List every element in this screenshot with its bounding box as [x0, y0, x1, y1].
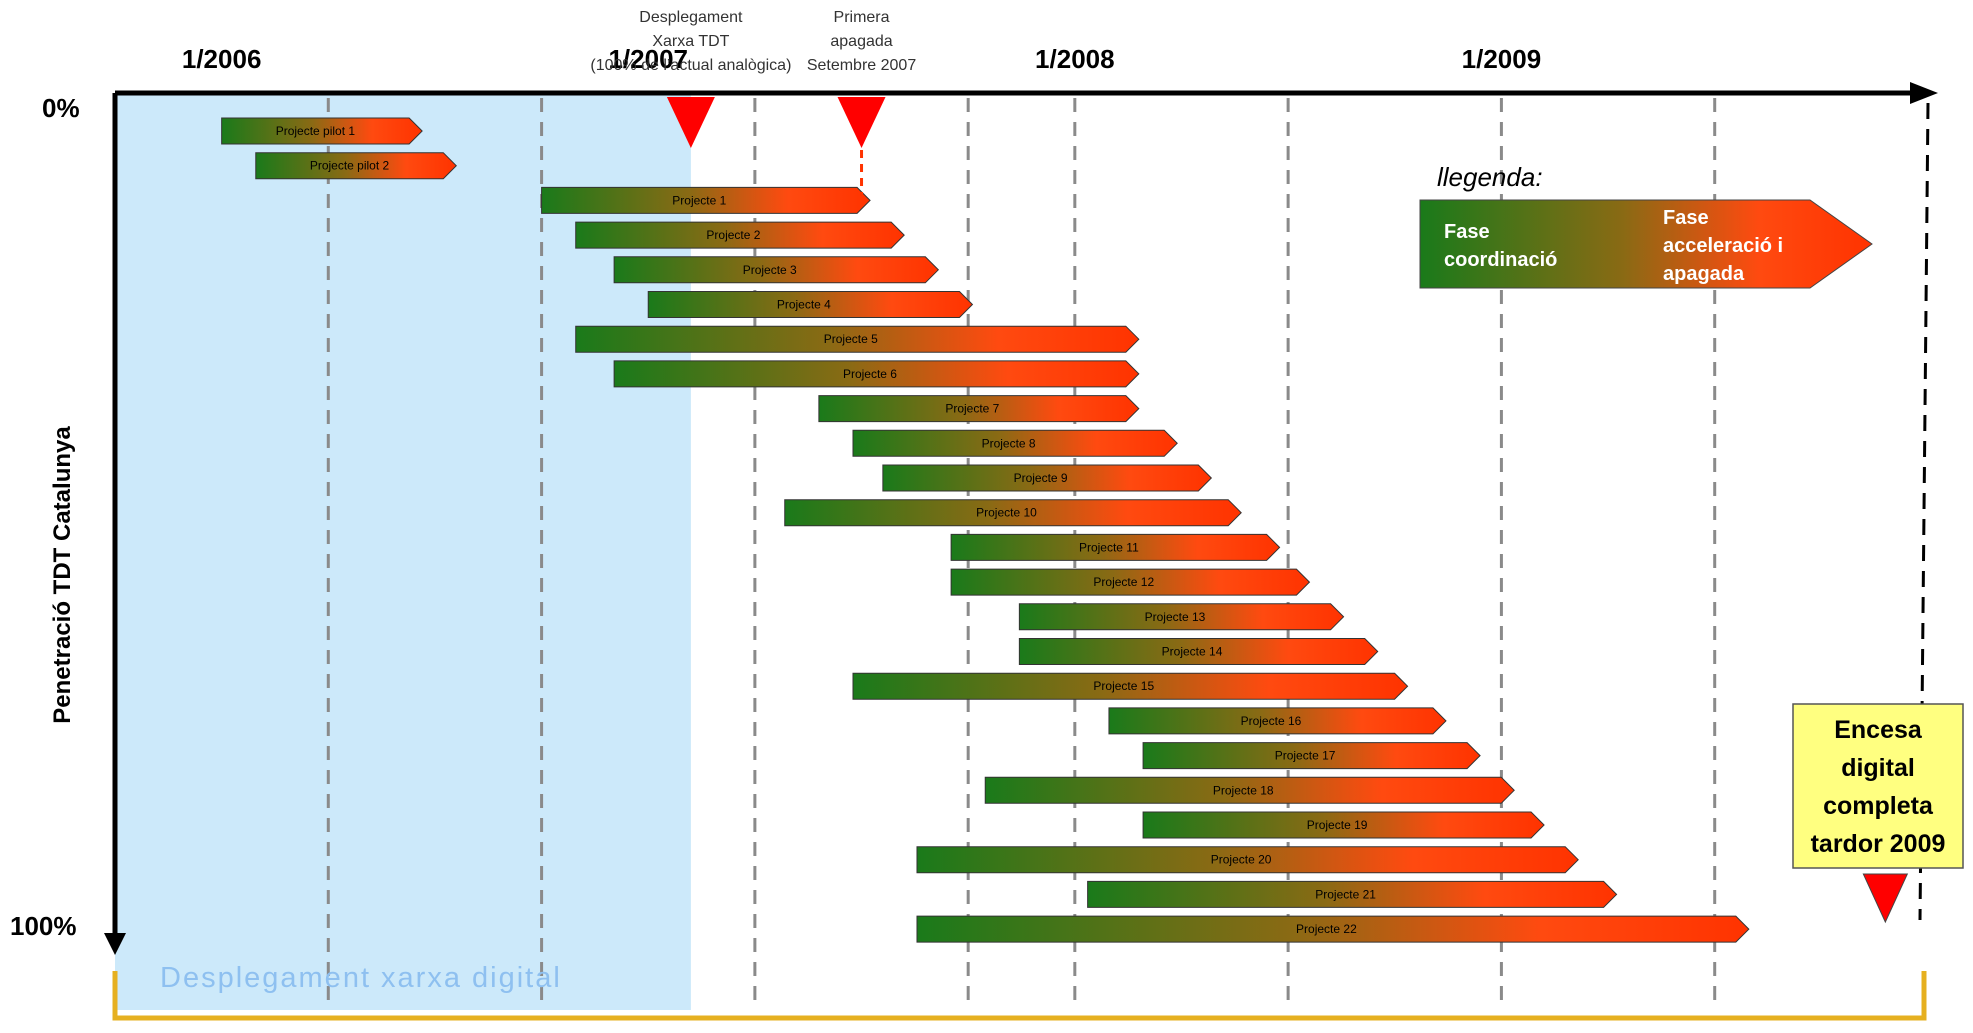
milestone-2-line-2: apagada: [830, 33, 892, 50]
bar-label-11: Projecte 9: [1014, 471, 1068, 485]
bar-label-24: Projecte 22: [1296, 922, 1357, 936]
bar-7: [575, 325, 1140, 353]
y-axis-title: Penetració TDT Catalunya: [49, 426, 76, 724]
bar-label-17: Projecte 15: [1093, 679, 1154, 693]
x-tick-label-4: 1/2009: [1462, 44, 1542, 74]
penetration-axis-arrowhead: [104, 933, 126, 955]
legend-end-line-1: Fase: [1663, 207, 1709, 229]
bar-9: [818, 395, 1140, 423]
milestone-2-marker: [837, 97, 886, 148]
bar-18: [1108, 707, 1447, 735]
bar-label-20: Projecte 18: [1213, 783, 1274, 797]
bar-21: [1142, 811, 1545, 839]
milestone-1-line-1: Desplegament: [639, 9, 743, 26]
bar-label-22: Projecte 20: [1211, 853, 1272, 867]
milestone-1-marker: [666, 97, 715, 148]
bar-label-23: Projecte 21: [1315, 887, 1376, 901]
bar-1: [221, 117, 423, 145]
final-callout-box: [1792, 703, 1964, 869]
final-callout: Encesa digital completa tardor 2009: [1792, 703, 1964, 924]
phase-label: Desplegament xarxa digital: [160, 962, 562, 994]
milestone-2-line-3: Setembre 2007: [807, 57, 917, 74]
phase-bracket: [112, 971, 1927, 1021]
bar-label-2: Projecte pilot 2: [310, 159, 390, 173]
bar-11: [882, 464, 1213, 492]
bar-17: [852, 672, 1409, 700]
x-tick-label-2: 1/2007: [608, 44, 688, 74]
final-callout-line-3: completa: [1823, 792, 1934, 820]
legend-title: llegenda:: [1437, 162, 1543, 192]
bar-19: [1142, 742, 1481, 770]
project-bars: Projecte pilot 1 Projecte pilot 2 Projecte…: [221, 117, 1750, 943]
legend-start-line-2: coordinació: [1444, 249, 1557, 271]
x-tick-label-3: 1/2008: [1035, 44, 1115, 74]
bar-8: [613, 360, 1140, 388]
bar-16: [1018, 638, 1379, 665]
bar-label-21: Projecte 19: [1307, 818, 1368, 832]
bar-3: [541, 186, 871, 214]
bar-23: [1087, 880, 1618, 908]
bar-15: [1018, 603, 1345, 631]
bar-14: [950, 568, 1311, 596]
bar-5: [613, 256, 940, 284]
legend-end-line-2: acceleració i: [1663, 235, 1783, 257]
bar-label-16: Projecte 14: [1162, 645, 1223, 659]
milestones: Desplegament Xarxa TDT (100% de l’actual a…: [590, 9, 916, 196]
final-callout-line-4: tardor 2009: [1811, 830, 1946, 858]
legend-arrow: [1419, 199, 1873, 289]
x-tick-label-1: 1/2006: [182, 44, 262, 74]
bar-label-14: Projecte 12: [1093, 575, 1154, 589]
bar-label-5: Projecte 3: [743, 263, 797, 277]
bar-12: [784, 499, 1242, 527]
x-tick-labels: 1/2006 1/2007 1/2008 1/2009: [182, 44, 1541, 74]
bar-label-10: Projecte 8: [982, 436, 1036, 450]
final-milestone-marker: [1862, 873, 1909, 924]
bar-label-18: Projecte 16: [1241, 714, 1302, 728]
bar-label-12: Projecte 10: [976, 506, 1037, 520]
bar-label-15: Projecte 13: [1145, 610, 1206, 624]
milestone-1-line-3: (100% de l’actual analògica): [590, 57, 791, 74]
bar-2: [255, 152, 457, 180]
final-callout-line-2: digital: [1841, 754, 1915, 782]
bar-label-1: Projecte pilot 1: [276, 124, 356, 138]
legend: llegenda: Fase coordinació Fase accelera…: [1419, 162, 1873, 289]
y-label-top: 0%: [42, 93, 80, 123]
legend-start-line-1: Fase: [1444, 221, 1490, 243]
bar-13: [950, 533, 1281, 561]
milestone-2-line-1: Primera: [834, 9, 890, 26]
bar-4: [575, 221, 905, 249]
bar-label-3: Projecte 1: [672, 193, 726, 207]
bar-10: [852, 429, 1178, 457]
bar-label-7: Projecte 5: [824, 332, 878, 346]
bar-24: [916, 915, 1750, 943]
bar-label-6: Projecte 4: [777, 298, 831, 312]
bar-label-8: Projecte 6: [843, 367, 897, 381]
bar-label-19: Projecte 17: [1275, 749, 1336, 763]
legend-end-line-3: apagada: [1663, 263, 1745, 285]
milestone-1-line-2: Xarxa TDT: [652, 33, 729, 50]
bar-6: [647, 291, 974, 318]
bar-22: [916, 846, 1579, 874]
bar-label-4: Projecte 2: [706, 228, 760, 242]
time-axis-arrowhead: [1910, 82, 1938, 104]
bar-label-13: Projecte 11: [1079, 540, 1139, 554]
bar-label-9: Projecte 7: [945, 402, 999, 416]
final-callout-line-1: Encesa: [1834, 716, 1923, 744]
y-label-bottom: 100%: [10, 911, 77, 941]
bar-20: [984, 776, 1515, 804]
